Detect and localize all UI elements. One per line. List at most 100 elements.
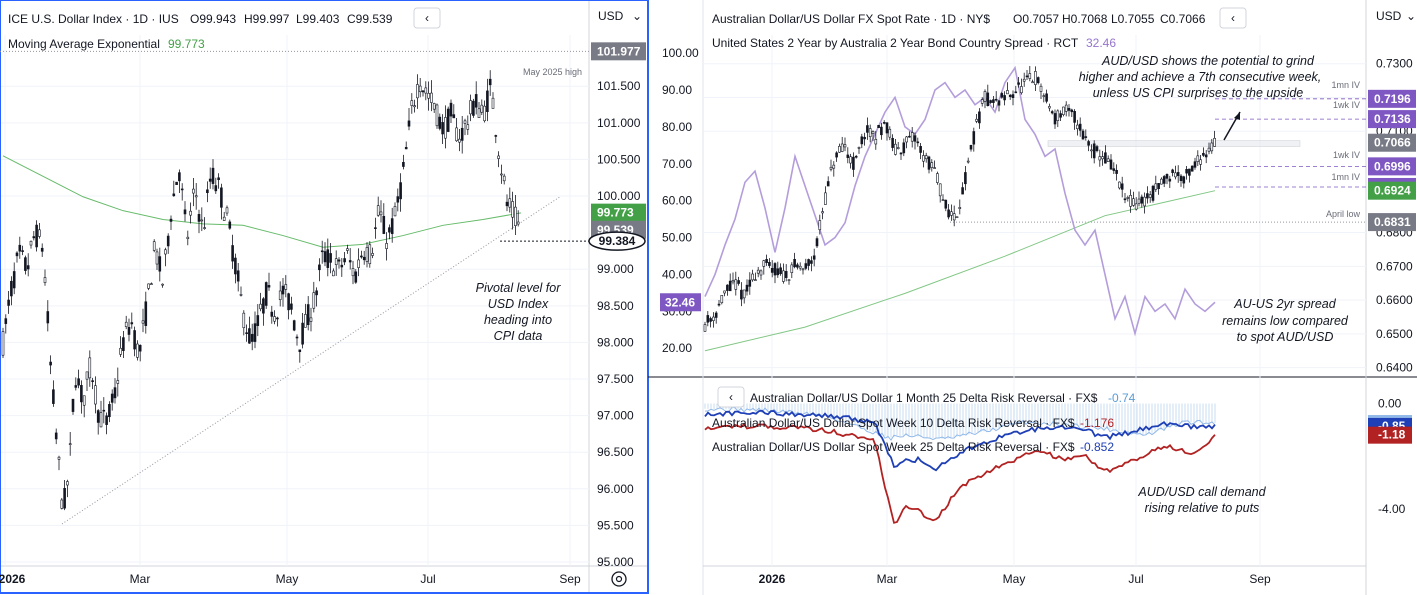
rr-legend-25d-value: -0.852	[1080, 440, 1114, 454]
aud-note-line-1: AUD/USD shows the potential to grind	[1101, 54, 1315, 68]
aud-candle-body	[1162, 176, 1166, 184]
dxy-candle-body	[130, 322, 134, 325]
dxy-candle-body	[270, 311, 274, 317]
dxy-candle-body	[488, 78, 492, 86]
dxy-candle-body	[94, 385, 97, 405]
aud-candle-body	[1174, 172, 1177, 178]
dxy-currency-dropdown[interactable]: USD ⌄	[592, 4, 644, 26]
spread-polyline	[704, 65, 1216, 337]
aud-x-tick-label: Mar	[877, 572, 898, 586]
rr-collapse-button[interactable]: ‹	[717, 386, 745, 408]
aud-candle-body	[1106, 158, 1110, 162]
dxy-low: L99.403	[296, 12, 340, 26]
dxy-candle-body	[304, 314, 307, 328]
dxy-candle-body	[407, 120, 411, 127]
dxy-collapse-button[interactable]: ‹	[413, 7, 441, 29]
iv-1wk-upper-label: 1wk IV	[1333, 100, 1360, 110]
aud-candle-body	[1056, 110, 1060, 121]
dxy-settings-button[interactable]	[611, 571, 627, 587]
dxy-candle-body	[43, 277, 47, 283]
dxy-candle-body	[85, 371, 89, 380]
dxy-candle-body	[262, 298, 265, 314]
chevron-left-icon: ‹	[1231, 11, 1235, 25]
aud-candle-body	[882, 122, 886, 124]
dxy-candle-body	[399, 182, 402, 200]
aud-candle-body	[801, 268, 805, 271]
dxy-y-tick-label: 98.500	[597, 299, 634, 313]
aud-candle-body	[1020, 86, 1023, 94]
aud-candle-body	[936, 173, 939, 183]
aud-candle-body	[874, 138, 878, 145]
aud-candle-body	[810, 260, 813, 264]
dxy-candle-body	[323, 251, 327, 263]
aud-candle-body	[905, 136, 908, 143]
dxy-candle-body	[110, 393, 114, 403]
spread-price-tag	[660, 293, 701, 312]
dxy-high: H99.997	[244, 12, 290, 26]
dxy-candle-body	[66, 481, 69, 486]
aud-price-tag	[1368, 110, 1416, 129]
dxy-y-tick-label: 101.500	[597, 79, 641, 93]
aud-price-tag	[1368, 181, 1416, 200]
dxy-candle-body	[35, 224, 38, 248]
aud-collapse-button[interactable]: ‹	[1219, 7, 1247, 29]
dxy-candle-body	[463, 120, 467, 124]
aud-candle-body	[944, 199, 948, 209]
rr-1m-shaded-area	[704, 403, 1216, 440]
dxy-candle-body	[211, 167, 215, 184]
dxy-candle-body	[491, 97, 495, 109]
dxy-note-line-1: Pivotal level for	[476, 281, 562, 295]
dxy-candle-body	[15, 252, 19, 257]
aud-x-tick-label: 2026	[759, 572, 786, 586]
dxy-candle-body	[312, 292, 316, 309]
dxy-candle-body	[435, 104, 439, 127]
dxy-ema-line	[2, 155, 522, 248]
aud-candle-body	[1000, 93, 1004, 98]
dxy-candle-body	[516, 221, 520, 225]
dxy-candle-body	[502, 175, 506, 182]
aud-candle-body	[1132, 198, 1135, 206]
aud-y-tick-label: 0.6400	[1376, 361, 1413, 375]
spread-y-tick-label: 80.00	[662, 120, 692, 134]
aud-candle-body	[812, 255, 816, 260]
aud-ema-polyline	[704, 190, 1216, 352]
dxy-candle-body	[390, 218, 394, 235]
rr-price-tag	[1368, 426, 1412, 444]
aud-candle-body	[1146, 193, 1149, 199]
dxy-candle-body	[144, 301, 148, 326]
aud-candle-body	[737, 280, 740, 284]
dxy-candle-body	[155, 251, 159, 265]
aud-candle-body	[784, 271, 788, 278]
aud-note: AUD/USD shows the potential to grind hig…	[1079, 54, 1322, 100]
dxy-candle-body	[500, 173, 503, 176]
rr-note: AUD/USD call demand rising relative to p…	[1137, 485, 1266, 515]
dxy-candle-body	[203, 227, 206, 229]
dxy-x-tick-label: May	[276, 572, 299, 586]
rr-lines	[704, 406, 1216, 524]
aud-candle-body	[762, 260, 766, 267]
aud-candle-body	[843, 144, 847, 148]
rr-legend-10d-value: -1.176	[1080, 416, 1114, 430]
dxy-candle-body	[508, 198, 512, 208]
spread-price-tag-label: 32.46	[665, 295, 695, 309]
aud-price-tag-label: 0.6996	[1374, 159, 1411, 173]
dxy-time-axis: 2026 Mar May Jul Sep	[0, 572, 581, 586]
aud-candle-body	[793, 258, 796, 268]
aud-candle-body	[1084, 136, 1088, 138]
dxy-candle-body	[138, 344, 142, 352]
dxy-candle-body	[368, 244, 372, 265]
aud-candle-body	[1048, 106, 1051, 109]
dxy-candle-body	[511, 201, 514, 218]
aud-candle-body	[765, 259, 768, 263]
dxy-candle-body	[102, 409, 106, 412]
dxy-candle-body	[147, 283, 150, 289]
dxy-candle-body	[192, 188, 195, 194]
rr-series-line	[704, 409, 1216, 472]
dxy-note-line-4: CPI data	[494, 329, 543, 343]
dxy-price-tag	[591, 42, 646, 61]
aud-candle-body	[815, 238, 819, 247]
dxy-candle-body	[245, 332, 248, 334]
aud-price-tag	[1368, 89, 1416, 108]
aud-currency-dropdown[interactable]: USD ⌄	[1370, 4, 1416, 26]
